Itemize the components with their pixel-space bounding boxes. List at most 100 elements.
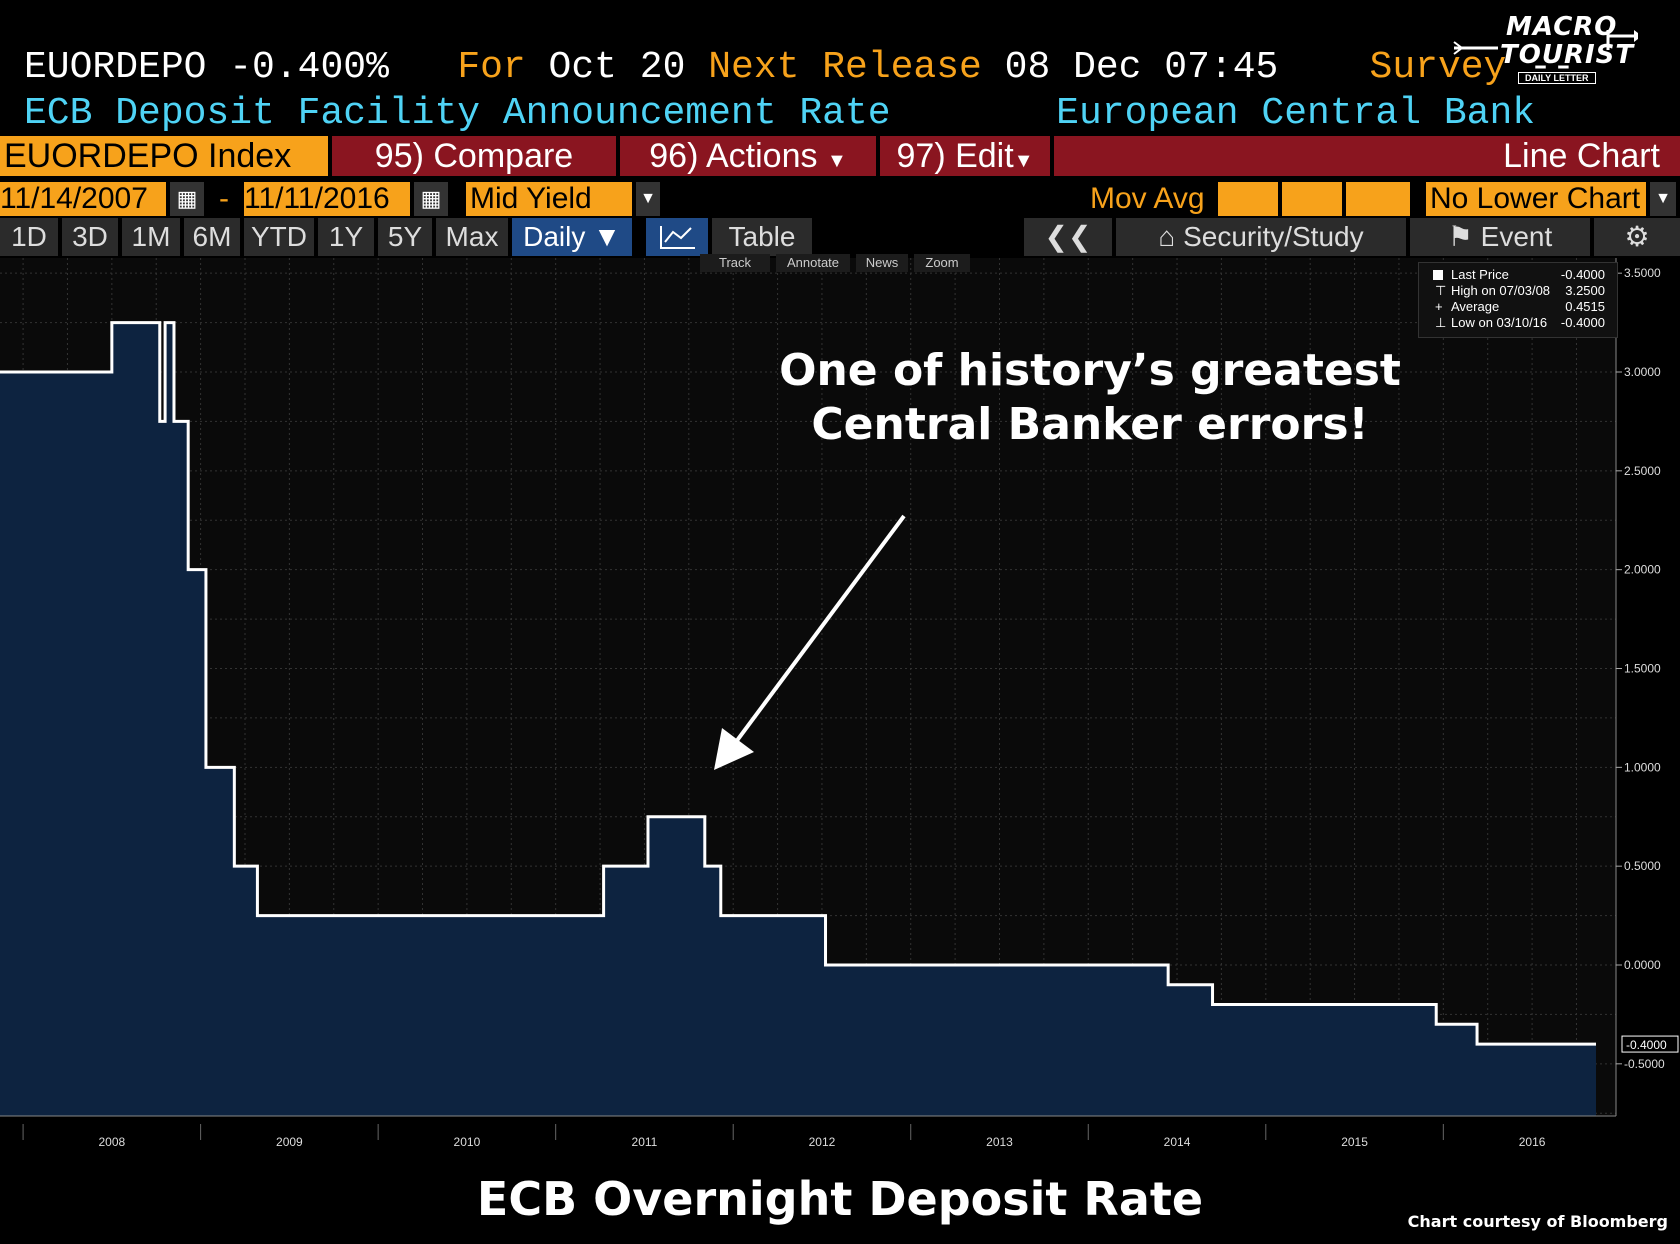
macro-tourist-logo: MACRO TOURIST DAILY LETTER — [1448, 6, 1638, 86]
area-fill — [0, 322, 1596, 1116]
for-date: Oct 20 — [548, 46, 686, 89]
x-tick-label: 2013 — [986, 1135, 1013, 1149]
date-range-dash: - — [219, 182, 229, 215]
legend-low: ⊥ Low on 03/10/16 -0.4000 — [1435, 315, 1611, 331]
legend-low-label: Low on 03/10/16 — [1451, 315, 1548, 330]
legend-high: ⊤ High on 07/03/08 3.2500 — [1435, 283, 1611, 299]
security-source: European Central Bank — [1056, 92, 1536, 135]
chevron-down-icon[interactable]: ▼ — [1650, 182, 1676, 216]
legend-high-label: High on 07/03/08 — [1451, 283, 1551, 298]
x-tick-label: 2009 — [276, 1135, 303, 1149]
mov-avg-input-2[interactable] — [1282, 182, 1342, 216]
period-button-max[interactable]: Max — [436, 218, 508, 256]
compare-button[interactable]: 95) Compare — [332, 136, 616, 176]
ticker: EUORDEPO — [24, 46, 207, 89]
legend-low-value: -0.4000 — [1560, 315, 1605, 330]
last-value-label: -0.4000 — [1626, 1038, 1667, 1052]
low-icon: ⊥ — [1435, 315, 1447, 330]
period-button-6m[interactable]: 6M — [184, 218, 240, 256]
chart-annotation: One of history’s greatest Central Banker… — [740, 344, 1440, 452]
security-index-field[interactable]: EUORDEPO Index — [0, 136, 328, 176]
mov-avg-input-3[interactable] — [1346, 182, 1410, 216]
chart-tool-news[interactable]: News — [856, 254, 908, 272]
x-tick-label: 2010 — [454, 1135, 481, 1149]
flag-icon: ⚑ — [1447, 221, 1473, 252]
series-line — [0, 321, 1596, 1046]
period-button-1y[interactable]: 1Y — [318, 218, 374, 256]
event-button[interactable]: ⚑ Event — [1410, 218, 1590, 256]
chart-type-label[interactable]: Line Chart — [1054, 136, 1680, 176]
chart-tool-annotate[interactable]: Annotate — [776, 254, 850, 272]
study-icon: ⌂ — [1158, 221, 1176, 252]
actions-label: 96) Actions — [649, 137, 818, 175]
event-label: Event — [1480, 221, 1553, 252]
lower-chart-select[interactable]: No Lower Chart — [1426, 182, 1646, 216]
last-value: -0.400% — [229, 46, 389, 89]
legend-last-value: -0.4000 — [1560, 267, 1605, 282]
period-button-ytd[interactable]: YTD — [244, 218, 314, 256]
x-tick-label: 2008 — [98, 1135, 125, 1149]
mov-avg-input-1[interactable] — [1218, 182, 1278, 216]
y-tick-label: 3.0000 — [1624, 365, 1661, 379]
period-button-3d[interactable]: 3D — [62, 218, 118, 256]
y-tick-label: 0.5000 — [1624, 859, 1661, 873]
next-release-label: Next Release — [708, 46, 982, 89]
y-tick-label: -0.5000 — [1624, 1057, 1665, 1071]
logo-line-2: TOURIST — [1500, 40, 1635, 70]
last-value-box — [1621, 1035, 1679, 1053]
edit-label: 97) Edit — [896, 137, 1014, 175]
security-name: ECB Deposit Facility Announcement Rate — [24, 92, 891, 135]
chart-tool-zoom[interactable]: Zoom — [914, 254, 970, 272]
legend-average: + Average 0.4515 — [1435, 299, 1611, 315]
period-button-1m[interactable]: 1M — [122, 218, 180, 256]
actions-button[interactable]: 96) Actions ▼ — [620, 136, 876, 176]
y-tick-label: 2.5000 — [1624, 464, 1661, 478]
survey-value: -- — [1529, 46, 1575, 89]
y-tick-label: 1.5000 — [1624, 662, 1661, 676]
legend-last-label: Last Price — [1451, 267, 1509, 282]
survey-label: Survey — [1369, 46, 1507, 89]
security-study-label: Security/Study — [1183, 221, 1364, 252]
security-study-button[interactable]: ⌂ Security/Study — [1116, 218, 1406, 256]
x-tick-label: 2015 — [1341, 1135, 1368, 1149]
calendar-icon[interactable]: ▦ — [414, 182, 448, 216]
chart-legend: Last Price -0.4000 ⊤ High on 07/03/08 3.250… — [1418, 262, 1618, 338]
end-date-field[interactable]: 11/11/2016 — [244, 182, 410, 216]
y-tick-label: 1.0000 — [1624, 760, 1661, 774]
field-select[interactable]: Mid Yield — [466, 182, 632, 216]
gear-icon[interactable]: ⚙ — [1594, 218, 1680, 256]
legend-last-price: Last Price -0.4000 — [1433, 267, 1611, 283]
line-chart[interactable]: 3.5000 3.0000 2.5000 2.0000 1.5000 1.0000 0.50… — [0, 258, 1680, 1158]
back-button[interactable]: ❮❮ — [1024, 218, 1112, 256]
legend-avg-value: 0.4515 — [1565, 299, 1605, 314]
annotation-arrowhead — [714, 728, 754, 770]
chart-tool-track[interactable]: Track — [700, 254, 770, 272]
table-button[interactable]: Table — [712, 218, 812, 256]
chart-caption: ECB Overnight Deposit Rate — [476, 1172, 1204, 1226]
period-button-1d[interactable]: 1D — [0, 218, 58, 256]
start-date-field[interactable]: 11/14/2007 — [0, 182, 166, 216]
for-label: For — [457, 46, 526, 89]
mov-avg-label: Mov Avg — [1090, 182, 1205, 215]
annotation-arrow — [722, 514, 906, 760]
security-description: ECB Deposit Facility Announcement Rate E… — [24, 92, 1535, 135]
x-tick-label: 2016 — [1519, 1135, 1546, 1149]
logo-line-3: DAILY LETTER — [1518, 72, 1596, 84]
calendar-icon[interactable]: ▦ — [170, 182, 204, 216]
average-icon: + — [1435, 299, 1443, 314]
x-tick-label: 2014 — [1164, 1135, 1191, 1149]
period-button-5y[interactable]: 5Y — [378, 218, 432, 256]
next-release-date: 08 Dec 07:45 — [1004, 46, 1279, 89]
legend-avg-label: Average — [1451, 299, 1500, 314]
period-select[interactable]: Daily ▼ — [512, 218, 632, 256]
chevron-down-icon: ▼ — [1013, 150, 1034, 172]
x-tick-label: 2012 — [809, 1135, 836, 1149]
x-tick-label: 2011 — [632, 1135, 658, 1149]
legend-high-value: 3.2500 — [1565, 283, 1605, 298]
line-chart-icon[interactable] — [646, 218, 708, 256]
edit-button[interactable]: 97) Edit▼ — [880, 136, 1050, 176]
security-header: EUORDEPO -0.400% For Oct 20 Next Release… — [24, 46, 1575, 89]
chevron-down-icon[interactable]: ▼ — [636, 182, 660, 216]
chart-credit: Chart courtesy of Bloomberg — [1407, 1212, 1668, 1231]
logo-line-1: MACRO — [1506, 12, 1618, 42]
